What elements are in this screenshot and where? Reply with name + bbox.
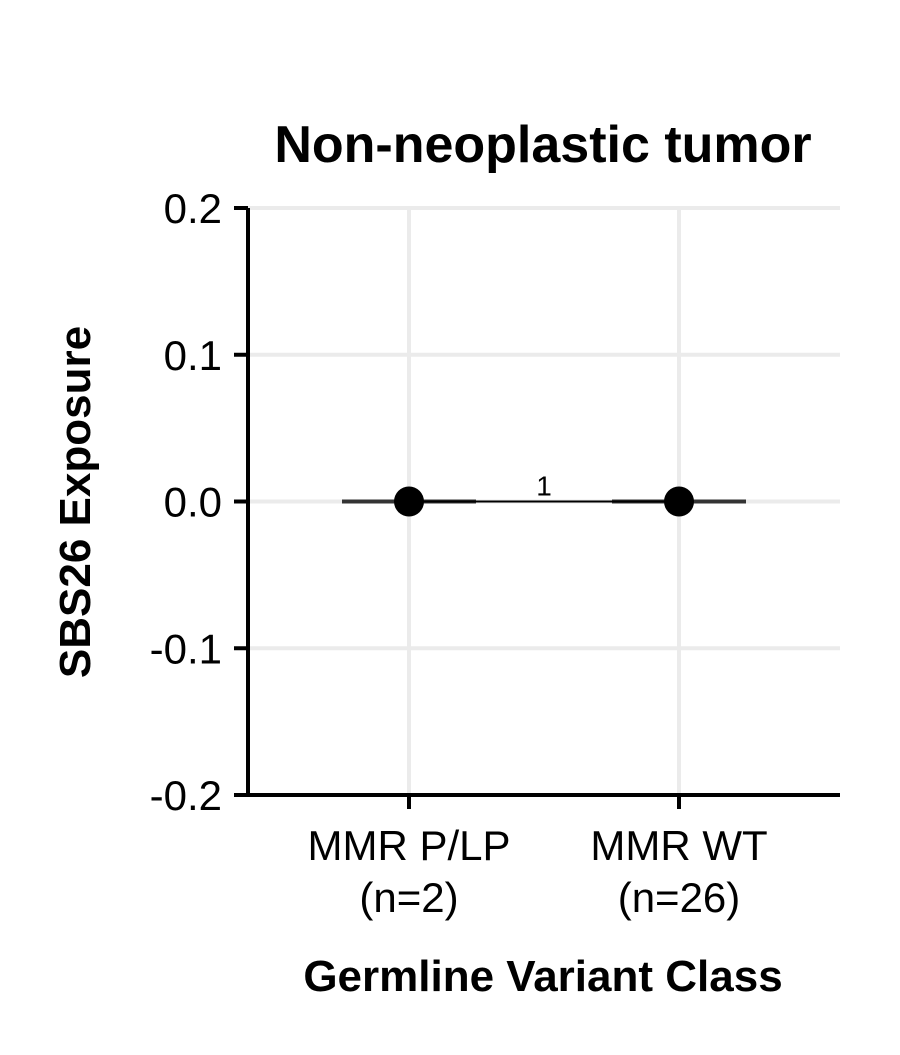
data-point — [664, 486, 694, 517]
x-tick-label-line: MMR WT — [590, 822, 767, 869]
comparison-p-value: 1 — [536, 471, 552, 502]
x-tick-label-line: (n=26) — [618, 874, 741, 921]
chart-title: Non-neoplastic tumor — [274, 116, 811, 174]
x-axis-title: Germline Variant Class — [303, 952, 782, 1001]
x-tick-label: MMR P/LP (n=2) — [307, 822, 510, 921]
marks: 1 — [342, 471, 746, 517]
axes: 0.2 0.1 0.0 -0.1 -0.2 MMR P/LP (n=2) MMR WT (n=2… — [150, 185, 840, 921]
y-tick-label: 0.2 — [164, 185, 222, 232]
data-point — [394, 486, 424, 517]
y-tick-label: 0.1 — [164, 332, 222, 379]
y-axis-title: SBS26 Exposure — [51, 326, 100, 678]
x-tick-label-line: MMR P/LP — [307, 822, 510, 869]
y-tick-label: -0.1 — [150, 625, 222, 672]
x-tick-label: MMR WT (n=26) — [590, 822, 767, 921]
y-tick-label: -0.2 — [150, 772, 222, 819]
x-tick-label-line: (n=2) — [359, 874, 458, 921]
labels: Non-neoplastic tumor Germline Variant Cl… — [51, 116, 812, 1001]
y-tick-label: 0.0 — [164, 479, 222, 526]
